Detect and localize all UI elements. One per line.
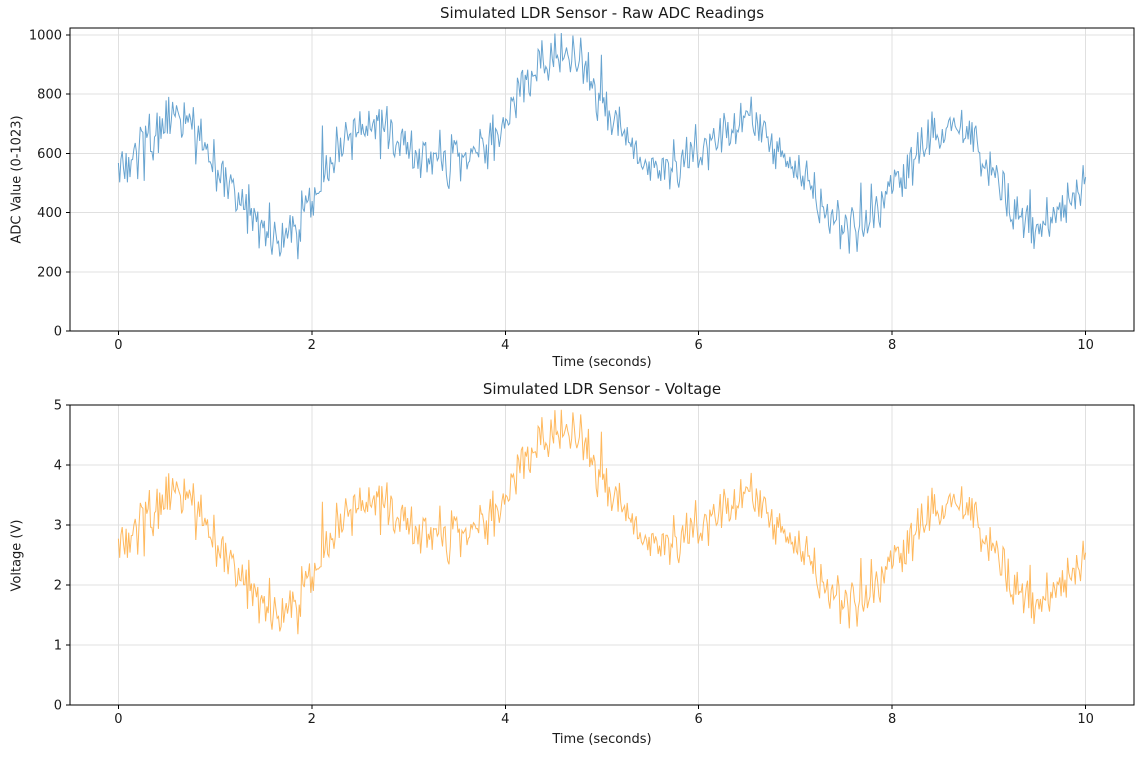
svg-text:4: 4 [501, 712, 509, 727]
tick-marks [66, 404, 1087, 709]
svg-text:1: 1 [54, 639, 62, 654]
svg-text:5: 5 [54, 399, 62, 414]
svg-text:4: 4 [54, 459, 62, 474]
svg-text:800: 800 [37, 88, 62, 103]
plot-border [69, 27, 1135, 332]
adc-xlabel: Time (seconds) [552, 355, 652, 370]
svg-text:0: 0 [54, 699, 62, 714]
y-tick-labels: 0 1 2 3 4 5 [54, 399, 62, 714]
voltage-plot-svg: 0 2 4 6 8 10 0 1 2 3 4 5 [54, 399, 1135, 727]
svg-text:2: 2 [308, 712, 316, 727]
tick-marks [66, 34, 1087, 335]
svg-text:600: 600 [37, 147, 62, 162]
adc-raw-line [117, 32, 1087, 260]
svg-text:10: 10 [1077, 712, 1094, 727]
adc-chart-title: Simulated LDR Sensor - Raw ADC Readings [439, 4, 765, 22]
svg-text:0: 0 [54, 325, 62, 340]
adc-plot-svg: 0 2 4 6 8 10 0 200 400 600 800 1000 [29, 27, 1135, 353]
svg-text:10: 10 [1077, 338, 1094, 353]
svg-text:0: 0 [114, 712, 122, 727]
plot-border [69, 404, 1135, 706]
adc-chart: Simulated LDR Sensor - Raw ADC Readings … [10, 4, 1135, 370]
svg-text:0: 0 [114, 338, 122, 353]
svg-text:4: 4 [501, 338, 509, 353]
svg-text:6: 6 [695, 712, 703, 727]
x-tick-labels: 0 2 4 6 8 10 [114, 338, 1094, 353]
voltage-line [117, 409, 1087, 635]
svg-text:8: 8 [888, 338, 896, 353]
voltage-chart: Simulated LDR Sensor - Voltage Voltage (… [0, 379, 1142, 758]
voltage-chart-title: Simulated LDR Sensor - Voltage [482, 380, 722, 398]
svg-text:6: 6 [695, 338, 703, 353]
voltage-xlabel: Time (seconds) [552, 732, 652, 747]
svg-text:2: 2 [308, 338, 316, 353]
svg-text:400: 400 [37, 206, 62, 221]
x-tick-labels: 0 2 4 6 8 10 [114, 712, 1094, 727]
y-tick-labels: 0 200 400 600 800 1000 [29, 28, 62, 339]
svg-text:2: 2 [54, 579, 62, 594]
svg-text:1000: 1000 [29, 28, 62, 43]
svg-text:200: 200 [37, 265, 62, 280]
svg-text:8: 8 [888, 712, 896, 727]
svg-text:3: 3 [54, 519, 62, 534]
